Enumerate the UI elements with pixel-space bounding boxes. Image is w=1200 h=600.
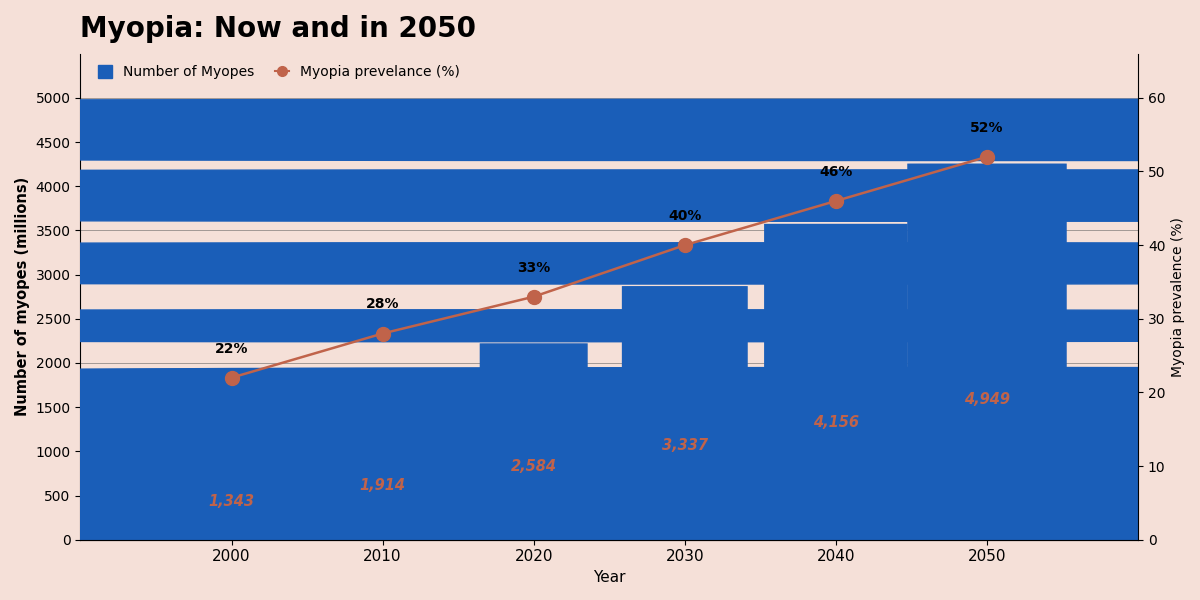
Text: 40%: 40% [668, 209, 702, 223]
Text: 46%: 46% [820, 165, 852, 179]
FancyBboxPatch shape [0, 367, 1200, 547]
Text: 3,337: 3,337 [661, 438, 708, 453]
FancyBboxPatch shape [0, 493, 524, 542]
FancyBboxPatch shape [196, 437, 268, 494]
Y-axis label: Myopia prevalence (%): Myopia prevalence (%) [1171, 217, 1186, 377]
Text: 4,949: 4,949 [964, 392, 1010, 407]
Text: 22%: 22% [215, 341, 248, 356]
FancyBboxPatch shape [622, 286, 748, 428]
FancyBboxPatch shape [0, 367, 1200, 547]
Circle shape [0, 170, 1200, 221]
Text: 1,343: 1,343 [209, 494, 254, 509]
Text: 1,914: 1,914 [360, 478, 406, 493]
Y-axis label: Number of myopes (millions): Number of myopes (millions) [14, 177, 30, 416]
FancyBboxPatch shape [480, 343, 588, 453]
FancyBboxPatch shape [0, 493, 554, 542]
FancyBboxPatch shape [907, 164, 1067, 374]
Circle shape [0, 243, 1200, 284]
Text: 4,156: 4,156 [812, 415, 859, 430]
FancyBboxPatch shape [764, 224, 907, 400]
FancyBboxPatch shape [0, 395, 1200, 545]
Text: 33%: 33% [517, 260, 551, 275]
FancyBboxPatch shape [0, 473, 840, 542]
FancyBboxPatch shape [0, 449, 1103, 543]
Circle shape [0, 370, 1200, 393]
X-axis label: Year: Year [593, 570, 625, 585]
FancyBboxPatch shape [0, 423, 1200, 544]
FancyBboxPatch shape [0, 473, 803, 542]
Legend: Number of Myopes, Myopia prevelance (%): Number of Myopes, Myopia prevelance (%) [98, 65, 460, 79]
Circle shape [0, 310, 1200, 342]
Circle shape [0, 99, 1200, 161]
FancyBboxPatch shape [0, 449, 1150, 543]
Text: 28%: 28% [366, 298, 400, 311]
FancyBboxPatch shape [0, 423, 1200, 544]
Text: 2,584: 2,584 [511, 459, 557, 474]
FancyBboxPatch shape [337, 394, 427, 475]
Text: 52%: 52% [971, 121, 1003, 134]
Text: Myopia: Now and in 2050: Myopia: Now and in 2050 [80, 15, 476, 43]
Circle shape [0, 420, 1200, 437]
FancyBboxPatch shape [0, 395, 1200, 545]
